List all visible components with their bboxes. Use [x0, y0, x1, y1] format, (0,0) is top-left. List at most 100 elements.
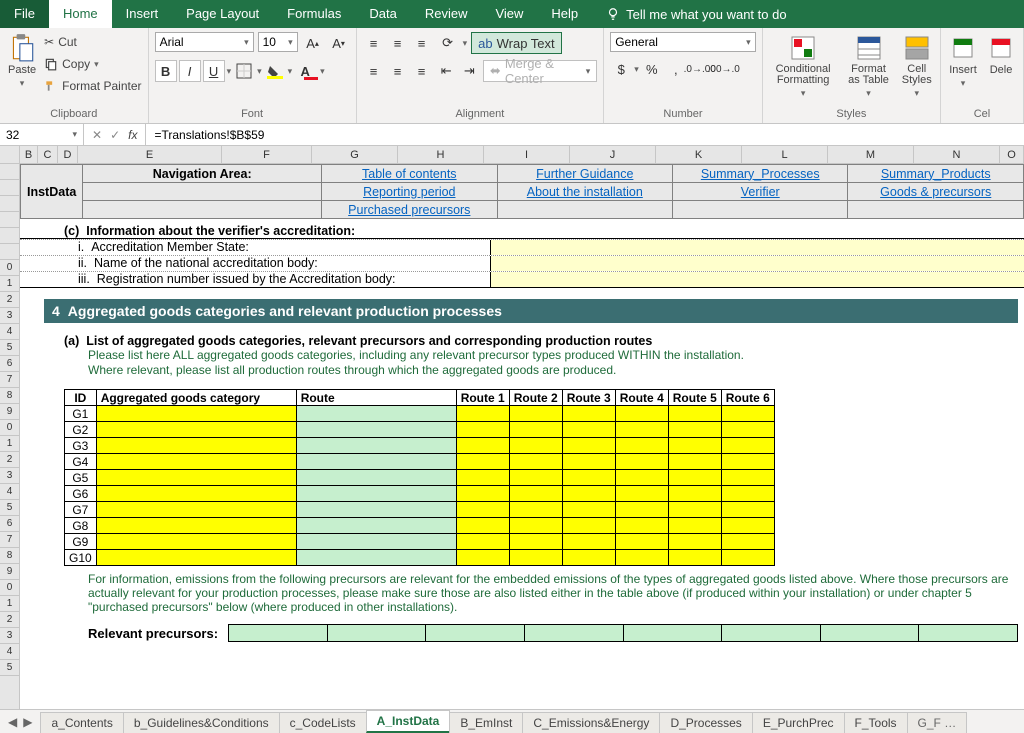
row-header[interactable]: 4: [0, 644, 19, 660]
goods-route-cell[interactable]: [296, 518, 456, 534]
sheet-tab[interactable]: c_CodeLists: [279, 712, 367, 733]
precursor-cell[interactable]: [228, 624, 328, 642]
col-header-C[interactable]: C: [38, 146, 58, 163]
goods-route3-cell[interactable]: [562, 550, 615, 566]
row-header[interactable]: 7: [0, 532, 19, 548]
number-format-combo[interactable]: General▾: [610, 32, 755, 52]
goods-route5-cell[interactable]: [668, 502, 721, 518]
row-header[interactable]: 3: [0, 308, 19, 324]
col-header-I[interactable]: I: [484, 146, 570, 163]
goods-route1-cell[interactable]: [456, 486, 509, 502]
row-header[interactable]: 3: [0, 628, 19, 644]
align-right-icon[interactable]: ≡: [411, 60, 433, 82]
row-header[interactable]: 1: [0, 596, 19, 612]
col-header-M[interactable]: M: [828, 146, 914, 163]
row-header[interactable]: 9: [0, 564, 19, 580]
decrease-indent-icon[interactable]: ⇤: [437, 60, 456, 82]
verifier-input[interactable]: [490, 240, 1024, 255]
goods-route5-cell[interactable]: [668, 534, 721, 550]
row-header[interactable]: 1: [0, 436, 19, 452]
formula-input[interactable]: =Translations!$B$59: [146, 128, 1024, 142]
goods-category-cell[interactable]: [96, 406, 296, 422]
goods-route4-cell[interactable]: [615, 422, 668, 438]
goods-route-cell[interactable]: [296, 502, 456, 518]
row-header[interactable]: 5: [0, 500, 19, 516]
precursor-cell[interactable]: [525, 624, 624, 642]
goods-route3-cell[interactable]: [562, 534, 615, 550]
row-header[interactable]: [0, 228, 19, 244]
font-size-combo[interactable]: 10▾: [258, 32, 298, 52]
orientation-icon[interactable]: ⟳: [437, 32, 459, 54]
sheet-content[interactable]: InstData Navigation Area: Table of conte…: [20, 164, 1024, 709]
link-summary-products[interactable]: Summary_Products: [881, 167, 991, 181]
col-header-E[interactable]: E: [78, 146, 222, 163]
goods-route1-cell[interactable]: [456, 518, 509, 534]
currency-button[interactable]: $: [610, 58, 632, 80]
enter-formula-icon[interactable]: ✓: [110, 128, 120, 142]
link-toc[interactable]: Table of contents: [362, 167, 457, 181]
precursor-cell[interactable]: [722, 624, 821, 642]
precursor-cell[interactable]: [328, 624, 427, 642]
goods-route3-cell[interactable]: [562, 502, 615, 518]
goods-route6-cell[interactable]: [721, 550, 774, 566]
goods-route2-cell[interactable]: [509, 454, 562, 470]
precursor-cell[interactable]: [919, 624, 1018, 642]
col-header-D[interactable]: D: [58, 146, 78, 163]
goods-route5-cell[interactable]: [668, 518, 721, 534]
goods-route1-cell[interactable]: [456, 502, 509, 518]
goods-route2-cell[interactable]: [509, 518, 562, 534]
goods-route3-cell[interactable]: [562, 454, 615, 470]
sheet-tab[interactable]: C_Emissions&Energy: [522, 712, 660, 733]
row-header[interactable]: 7: [0, 372, 19, 388]
goods-route1-cell[interactable]: [456, 534, 509, 550]
goods-route5-cell[interactable]: [668, 550, 721, 566]
goods-route5-cell[interactable]: [668, 422, 721, 438]
precursor-cell[interactable]: [821, 624, 920, 642]
col-header-J[interactable]: J: [570, 146, 656, 163]
goods-route2-cell[interactable]: [509, 486, 562, 502]
goods-route5-cell[interactable]: [668, 486, 721, 502]
sheet-tab[interactable]: E_PurchPrec: [752, 712, 845, 733]
goods-route4-cell[interactable]: [615, 438, 668, 454]
link-reporting-period[interactable]: Reporting period: [363, 185, 455, 199]
goods-route3-cell[interactable]: [562, 438, 615, 454]
goods-route4-cell[interactable]: [615, 486, 668, 502]
goods-route-cell[interactable]: [296, 406, 456, 422]
col-header-B[interactable]: B: [20, 146, 38, 163]
goods-route6-cell[interactable]: [721, 406, 774, 422]
goods-route4-cell[interactable]: [615, 502, 668, 518]
align-top-icon[interactable]: ≡: [363, 32, 385, 54]
fx-icon[interactable]: fx: [128, 128, 137, 142]
increase-font-icon[interactable]: A▴: [302, 32, 324, 54]
row-header[interactable]: 6: [0, 516, 19, 532]
menu-data[interactable]: Data: [355, 0, 410, 28]
insert-cells-button[interactable]: Insert▾: [947, 32, 979, 91]
goods-category-cell[interactable]: [96, 438, 296, 454]
goods-category-cell[interactable]: [96, 422, 296, 438]
menu-home[interactable]: Home: [49, 0, 112, 28]
row-header[interactable]: 4: [0, 324, 19, 340]
align-center-icon[interactable]: ≡: [387, 60, 409, 82]
tab-nav-next-icon[interactable]: ▶: [23, 715, 32, 729]
fill-color-button[interactable]: [264, 60, 286, 82]
sheet-tab[interactable]: D_Processes: [659, 712, 752, 733]
goods-category-cell[interactable]: [96, 454, 296, 470]
precursor-cell[interactable]: [426, 624, 525, 642]
increase-indent-icon[interactable]: ⇥: [460, 60, 479, 82]
borders-button[interactable]: [233, 60, 255, 82]
goods-route2-cell[interactable]: [509, 470, 562, 486]
goods-category-cell[interactable]: [96, 470, 296, 486]
delete-cells-button[interactable]: Dele: [985, 32, 1017, 78]
col-header-O[interactable]: O: [1000, 146, 1024, 163]
goods-route2-cell[interactable]: [509, 406, 562, 422]
cell-styles-button[interactable]: Cell Styles▾: [900, 32, 934, 101]
goods-route4-cell[interactable]: [615, 454, 668, 470]
sheet-tab[interactable]: b_Guidelines&Conditions: [123, 712, 280, 733]
select-all-corner[interactable]: [0, 146, 20, 163]
row-header[interactable]: [0, 180, 19, 196]
goods-category-cell[interactable]: [96, 534, 296, 550]
goods-route6-cell[interactable]: [721, 470, 774, 486]
row-header[interactable]: 6: [0, 356, 19, 372]
menu-view[interactable]: View: [481, 0, 537, 28]
goods-route2-cell[interactable]: [509, 438, 562, 454]
